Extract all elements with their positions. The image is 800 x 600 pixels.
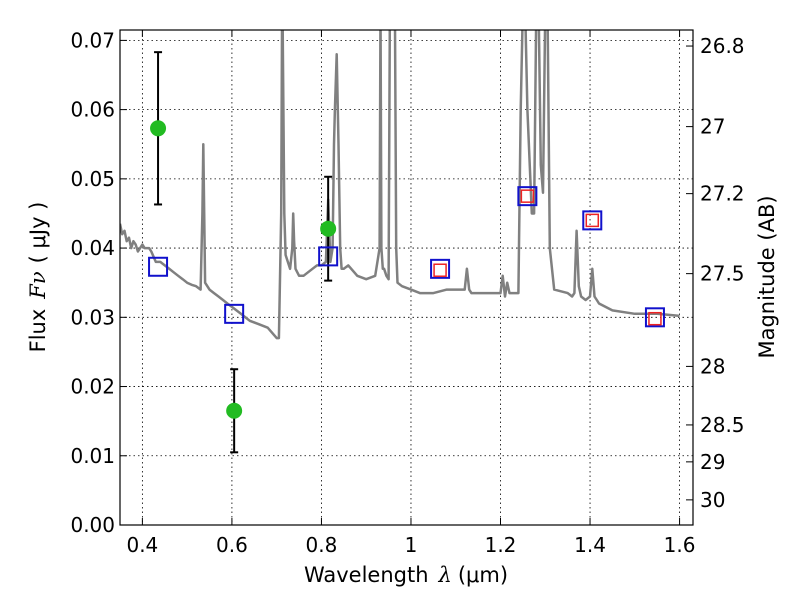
y2-tick-label: 28.5 — [700, 413, 745, 437]
y2-tick-label: 29 — [700, 450, 725, 474]
y-tick-label: 0.03 — [70, 305, 115, 329]
observed-photometry — [150, 120, 337, 419]
x-tick-labels: 0.4 0.6 0.8 1 1.2 1.4 1.6 — [126, 533, 695, 557]
model-point-red — [585, 213, 600, 228]
model-point-blue — [517, 186, 538, 207]
model-point-red — [648, 311, 662, 326]
x-tick-label: 0.4 — [126, 533, 158, 557]
model-point-blue — [644, 307, 665, 328]
y-tick-label: 0.07 — [70, 28, 115, 52]
x-axis-label: Wavelength λ (μm) — [304, 563, 508, 587]
y2-tick-label: 26.8 — [700, 34, 745, 58]
sed-spectrum-line — [120, 30, 680, 340]
model-photometry-blue — [148, 186, 665, 328]
y2-tick-label: 27.2 — [700, 182, 745, 206]
grid — [120, 30, 693, 525]
model-photometry-red — [433, 189, 662, 326]
y-tick-label: 0.05 — [70, 167, 115, 191]
x-tick-label: 0.8 — [306, 533, 338, 557]
x-tick-label: 1 — [405, 533, 418, 557]
y-tick-label: 0.00 — [70, 513, 115, 537]
y2-tick-labels: 26.8 27 27.2 27.5 28 28.5 29 30 — [700, 34, 745, 512]
model-point-blue — [148, 256, 169, 277]
model-point-blue — [430, 258, 451, 279]
data-layer — [120, 30, 680, 454]
observed-point — [320, 220, 337, 237]
y-axis-label: FluxFν( μJy ) — [26, 202, 50, 353]
y-tick-label: 0.06 — [70, 98, 115, 122]
y2-tick-label: 30 — [700, 488, 725, 512]
x-tick-label: 1.4 — [574, 533, 606, 557]
x-tick-label: 0.6 — [216, 533, 248, 557]
y-tick-label: 0.02 — [70, 375, 115, 399]
plot-frame — [119, 29, 694, 526]
model-point-blue — [224, 303, 245, 324]
model-point-red — [433, 263, 447, 277]
y-tick-label: 0.04 — [70, 236, 115, 260]
model-point-red — [520, 189, 535, 203]
y2-tick-label: 27 — [700, 115, 725, 139]
observed-point — [150, 120, 167, 137]
x-tick-label: 1.2 — [485, 533, 517, 557]
y2-axis-label: Magnitude (AB) — [755, 195, 779, 358]
y-tick-labels: 0.00 0.01 0.02 0.03 0.04 0.05 0.06 0.07 — [70, 28, 115, 537]
plot-area — [120, 30, 693, 525]
y2-tick-label: 27.5 — [700, 262, 745, 286]
model-point-blue — [318, 246, 339, 267]
y2-tick-label: 28 — [700, 354, 725, 378]
observed-point — [226, 402, 243, 419]
model-point-blue — [582, 210, 603, 231]
axis-ticks — [120, 30, 693, 526]
y-tick-label: 0.01 — [70, 444, 115, 468]
x-tick-label: 1.6 — [664, 533, 696, 557]
